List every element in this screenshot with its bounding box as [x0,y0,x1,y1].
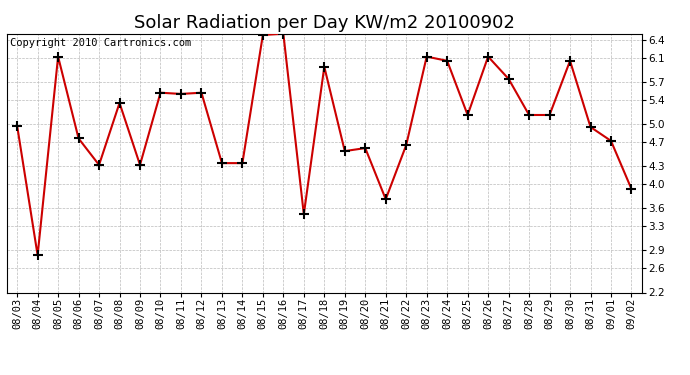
Title: Solar Radiation per Day KW/m2 20100902: Solar Radiation per Day KW/m2 20100902 [134,14,515,32]
Text: Copyright 2010 Cartronics.com: Copyright 2010 Cartronics.com [10,38,191,48]
